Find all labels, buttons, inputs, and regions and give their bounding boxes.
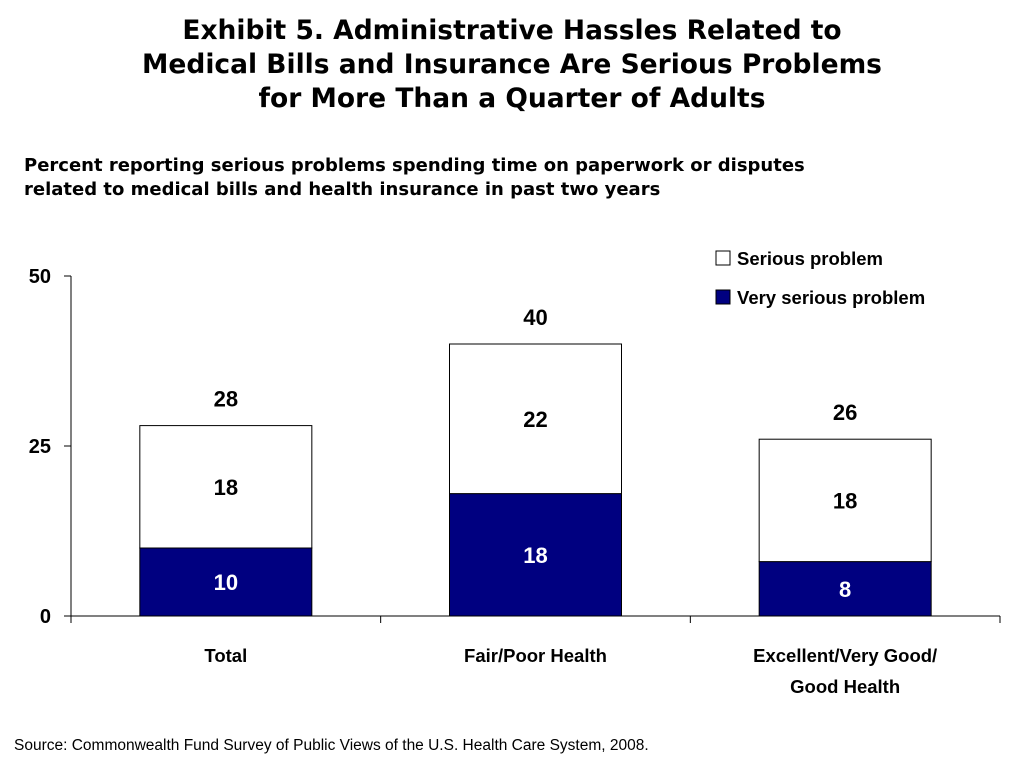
legend-swatch [715, 250, 731, 266]
data-label-very-serious: 10 [214, 570, 238, 595]
data-label-very-serious: 8 [839, 577, 851, 602]
x-category-label: Fair/Poor Health [464, 645, 607, 666]
bar-very-serious [758, 561, 932, 617]
subtitle-line-1: Percent reporting serious problems spend… [24, 155, 805, 176]
title-line-2: Medical Bills and Insurance Are Serious … [142, 49, 882, 80]
title-line-3: for More Than a Quarter of Adults [258, 83, 766, 114]
data-label-serious: 22 [523, 407, 547, 432]
data-label-serious: 18 [833, 488, 857, 513]
y-tick-label: 50 [29, 266, 51, 288]
data-label-serious: 18 [214, 475, 238, 500]
title-line-1: Exhibit 5. Administrative Hassles Relate… [182, 15, 842, 46]
bar-very-serious [139, 547, 313, 617]
bar-very-serious [449, 493, 622, 617]
x-category-label: Total [204, 645, 247, 666]
subtitle-line-2: related to medical bills and health insu… [24, 179, 661, 200]
data-label-very-serious: 18 [523, 543, 547, 568]
y-tick-label: 0 [40, 606, 51, 628]
source-note: Source: Commonwealth Fund Survey of Publ… [14, 737, 649, 754]
page-title: Exhibit 5. Administrative Hassles Relate… [0, 14, 1024, 116]
bar-serious [139, 425, 313, 549]
x-category-label: Good Health [790, 676, 900, 697]
x-category-label: Excellent/Very Good/ [753, 645, 937, 666]
data-label-total: 26 [833, 400, 857, 425]
legend-label: Very serious problem [737, 287, 925, 308]
y-tick-label: 25 [29, 436, 51, 458]
legend-label: Serious problem [737, 248, 883, 269]
legend-swatch [715, 289, 731, 305]
data-label-total: 40 [523, 305, 547, 330]
bar-serious [449, 343, 622, 495]
data-label-total: 28 [214, 387, 238, 412]
chart-subtitle: Percent reporting serious problems spend… [24, 154, 1004, 202]
bar-serious [758, 438, 932, 563]
